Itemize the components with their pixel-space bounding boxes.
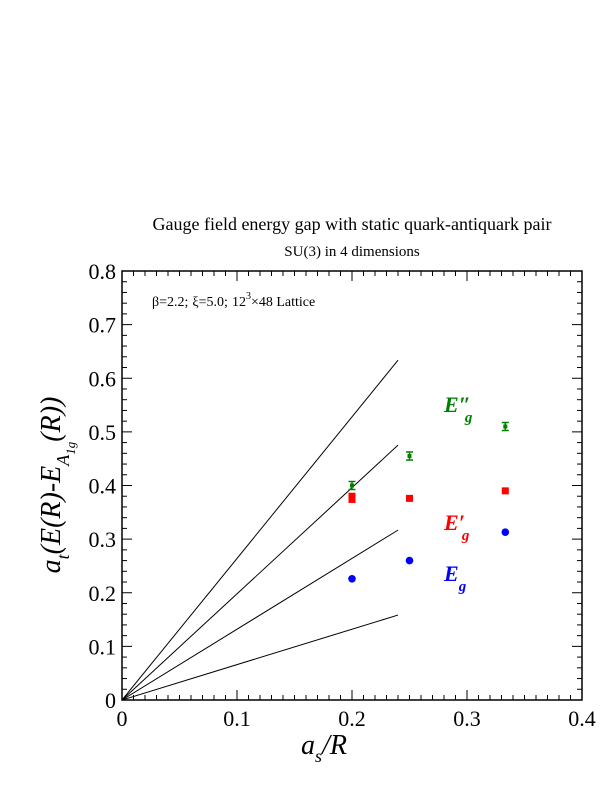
- point-marker: [350, 483, 354, 488]
- reference-line-2: [121, 529, 399, 701]
- plot-frame: [121, 270, 583, 701]
- annotation-lattice-base: 12: [232, 295, 246, 310]
- data-points: [348, 421, 510, 583]
- series-label-egp: E′ g: [443, 510, 470, 544]
- x-tick-label: 0.2: [338, 706, 366, 731]
- y-tick-label: 0: [105, 688, 116, 713]
- point-series-0: [501, 528, 510, 536]
- series-label-eg: Eg: [443, 561, 467, 595]
- annotation-lattice-rest: ×48 Lattice: [251, 295, 315, 310]
- point-series-1: [501, 487, 509, 495]
- point-series-0: [405, 556, 414, 565]
- point-marker: [503, 424, 508, 429]
- axis-ticks: [121, 270, 583, 701]
- annotation-beta: β=2.2;: [152, 295, 188, 310]
- x-axis-label: as/R: [301, 730, 347, 766]
- point-series-2: [348, 480, 356, 491]
- chart-title: Gauge field energy gap with static quark…: [152, 214, 551, 234]
- reference-line-3: [121, 444, 399, 701]
- x-tick-label: 0: [117, 706, 128, 731]
- y-tick-label: 0.3: [89, 527, 117, 552]
- reference-line-1: [121, 614, 399, 701]
- reference-line-4: [121, 359, 399, 701]
- y-tick-label: 0.8: [89, 259, 117, 284]
- point-series-2: [406, 451, 413, 461]
- y-tick-label: 0.6: [89, 366, 117, 391]
- y-axis-label: at(E(R)-EA1g(R)): [36, 397, 78, 574]
- annotation-lattice-exp: 3: [246, 291, 251, 302]
- y-tick-label: 0.5: [89, 420, 117, 445]
- annotation-xi: ξ=5.0;: [192, 295, 228, 310]
- point-series-1: [406, 494, 413, 502]
- point-marker: [407, 454, 412, 459]
- x-tick-label: 0.1: [223, 706, 251, 731]
- x-tick-label: 0.3: [453, 706, 481, 731]
- y-tick-labels: 0 0.1 0.2 0.3 0.4 0.5 0.6 0.7 0.8: [89, 259, 117, 713]
- reference-lines: [121, 359, 399, 701]
- point-series-2: [501, 421, 509, 432]
- x-tick-labels: 0 0.1 0.2 0.3 0.4: [117, 706, 596, 731]
- y-tick-label: 0.7: [89, 313, 117, 338]
- lattice-annotation: β=2.2; ξ=5.0; 123×48 Lattice: [152, 291, 315, 310]
- x-tick-label: 0.4: [568, 706, 596, 731]
- y-tick-label: 0.2: [89, 581, 117, 606]
- chart-subtitle: SU(3) in 4 dimensions: [284, 244, 420, 260]
- series-label-egpp: E″ g: [443, 392, 473, 426]
- point-series-0: [348, 575, 356, 583]
- y-tick-label: 0.1: [89, 634, 117, 659]
- y-tick-label: 0.4: [89, 474, 117, 499]
- point-series-1: [348, 492, 356, 500]
